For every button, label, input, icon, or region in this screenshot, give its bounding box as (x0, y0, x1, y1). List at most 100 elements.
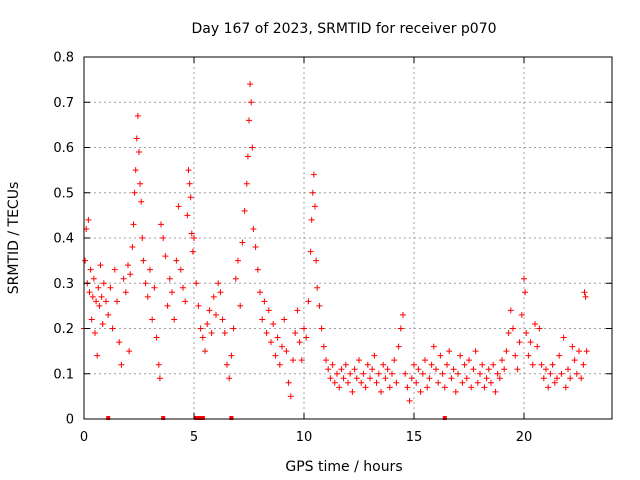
data-point (466, 357, 472, 364)
data-point (248, 99, 255, 106)
data-point (402, 370, 409, 377)
data-point (249, 144, 256, 151)
data-point (413, 379, 420, 386)
data-point (580, 361, 587, 368)
data-point (160, 235, 167, 241)
data-point (149, 316, 156, 323)
data-point (158, 221, 164, 228)
data-point (186, 180, 193, 187)
data-point (353, 375, 360, 382)
rug-marker (200, 416, 205, 420)
data-point (338, 366, 345, 373)
data-point (155, 361, 162, 368)
data-point (360, 370, 367, 377)
data-point (298, 357, 305, 364)
data-point (569, 343, 576, 350)
data-point (521, 275, 527, 282)
data-point (281, 316, 288, 323)
data-point (99, 320, 106, 327)
data-point (312, 203, 318, 210)
data-point (265, 307, 272, 314)
data-point (472, 348, 479, 355)
data-point (230, 325, 237, 332)
data-point (210, 293, 217, 300)
data-point (131, 189, 138, 196)
data-point (452, 388, 459, 395)
y-tick-label: 0.3 (53, 277, 74, 292)
data-point (411, 361, 417, 368)
data-point (285, 379, 292, 386)
data-point (162, 253, 169, 260)
axis-ticks: 0 0.1 0.2 0.3 0.4 0.5 0.6 0.7 0.8 0 5 10 15 20 (53, 51, 612, 445)
data-point (320, 343, 327, 350)
data-point (358, 379, 365, 386)
data-point (446, 348, 453, 355)
data-point (481, 384, 488, 391)
data-point (125, 262, 131, 269)
data-point (86, 289, 93, 296)
data-point (307, 248, 314, 255)
data-point (571, 357, 578, 364)
data-point (147, 266, 153, 273)
data-point (408, 375, 415, 382)
data-point (226, 375, 233, 382)
rug-markers (106, 416, 447, 420)
y-tick-label: 0.4 (53, 232, 74, 247)
data-point (94, 352, 101, 359)
data-point (422, 357, 428, 364)
data-point (417, 388, 424, 395)
data-point (507, 307, 514, 314)
x-tick-label: 10 (296, 430, 313, 445)
data-point (164, 302, 171, 309)
data-point (241, 207, 248, 214)
data-point (187, 194, 194, 201)
data-point (296, 339, 303, 346)
data-point (459, 379, 466, 386)
data-point (252, 244, 259, 251)
data-point (95, 284, 102, 291)
data-point (254, 266, 261, 273)
data-point (257, 289, 263, 296)
x-tick-label: 15 (406, 430, 423, 445)
data-point (525, 352, 532, 359)
data-point (114, 298, 120, 305)
data-point (518, 311, 525, 318)
data-point (488, 379, 494, 386)
data-point (287, 393, 294, 400)
data-point (522, 289, 529, 296)
data-point (347, 370, 354, 377)
data-point (573, 370, 580, 377)
data-point (468, 384, 475, 391)
data-point (369, 366, 376, 373)
data-point (540, 375, 547, 382)
data-point (109, 325, 116, 332)
data-point (169, 289, 175, 296)
data-point (534, 343, 541, 350)
data-point (536, 325, 543, 332)
data-point (90, 275, 97, 282)
data-point (373, 379, 380, 386)
data-point (470, 366, 477, 373)
data-point (193, 280, 200, 287)
data-point (120, 275, 127, 282)
data-point (547, 370, 554, 377)
data-point (448, 375, 455, 382)
data-point (153, 334, 160, 341)
data-point (505, 330, 512, 337)
rug-marker (161, 416, 166, 420)
data-point (139, 235, 146, 241)
y-axis-label: SRMTID / TECUs (6, 182, 22, 295)
data-point (496, 375, 503, 382)
data-point (127, 271, 134, 278)
data-point (217, 289, 224, 296)
data-point (318, 325, 325, 332)
data-point (221, 330, 228, 337)
data-point (272, 352, 279, 359)
data-point (316, 302, 323, 309)
data-point (512, 352, 519, 359)
grid-lines (84, 57, 612, 419)
data-point (279, 343, 285, 350)
data-point (100, 280, 107, 287)
data-point (151, 284, 158, 291)
